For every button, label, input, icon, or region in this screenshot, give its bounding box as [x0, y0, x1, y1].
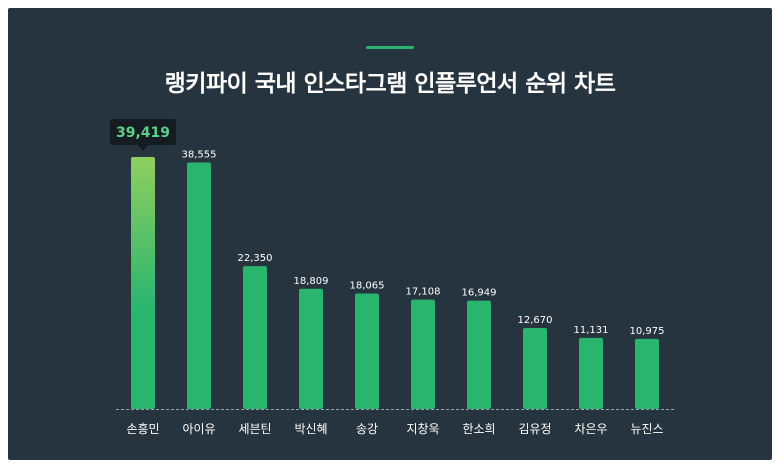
category-label: 지창욱 [406, 422, 439, 436]
bar [579, 337, 603, 409]
bar-chart: 손흥민 39,419 아이유 38,555 세븐틴 22,350 박신혜 18,809 송강 18… [110, 119, 676, 436]
value-tooltip [110, 119, 176, 145]
category-label: 아이유 [182, 422, 215, 436]
bar [411, 299, 435, 409]
bar [131, 157, 155, 409]
tooltip-value: 39,419 [116, 125, 170, 141]
bar [187, 162, 211, 409]
value-label: 16,949 [462, 288, 497, 299]
category-label: 차은우 [574, 422, 607, 436]
value-label: 17,108 [406, 287, 441, 298]
value-label: 12,670 [518, 315, 553, 326]
value-label: 18,809 [294, 276, 329, 287]
value-label: 18,065 [350, 281, 385, 292]
chart-title: 랭키파이 국내 인스타그램 인플루언서 순위 차트 [164, 71, 616, 97]
bar [635, 338, 659, 409]
bar [523, 328, 547, 409]
category-label: 송강 [356, 422, 378, 436]
value-label: 10,975 [630, 326, 665, 337]
value-label: 11,131 [574, 325, 609, 336]
bar [243, 266, 267, 409]
accent-bar [366, 46, 414, 49]
value-label: 38,555 [182, 150, 217, 161]
value-label: 22,350 [238, 253, 273, 264]
category-label: 세븐틴 [238, 422, 271, 436]
category-label: 김유정 [518, 422, 551, 436]
category-label: 박신혜 [294, 422, 327, 436]
category-label: 뉴진스 [630, 422, 663, 436]
category-label: 한소희 [462, 422, 495, 436]
category-label: 손흥민 [126, 422, 159, 436]
bar [299, 288, 323, 409]
chart-panel: 랭키파이 국내 인스타그램 인플루언서 순위 차트 손흥민 39,419 아이유 38… [8, 8, 772, 460]
bar [467, 300, 491, 409]
bar [355, 293, 379, 409]
tooltip-pointer [138, 145, 148, 151]
